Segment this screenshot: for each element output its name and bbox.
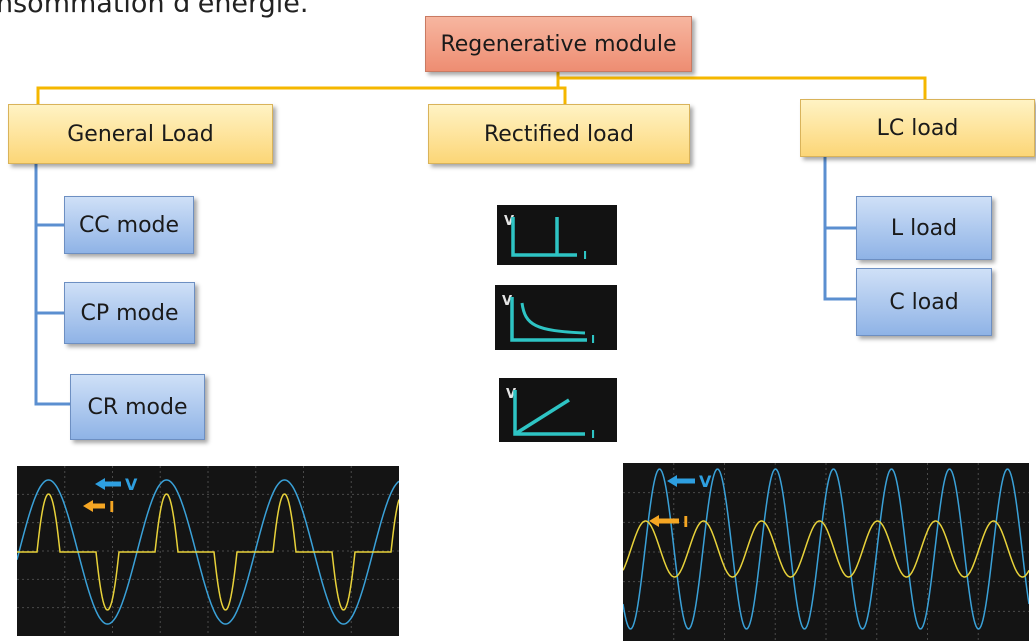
- current-arrow-icon: [83, 500, 105, 512]
- connector-lc-spine: [823, 157, 856, 301]
- lc-load-box: LC load: [800, 99, 1035, 157]
- rectified-load-label: Rectified load: [483, 121, 635, 147]
- partial-heading-text: nsommation d'énergie.: [0, 0, 309, 19]
- rectified-load-box: Rectified load: [428, 104, 690, 164]
- cr-mode-label: CR mode: [87, 394, 188, 420]
- cc-curve-icon: V I: [497, 205, 617, 265]
- lc-waveform-scope: V I: [623, 463, 1029, 641]
- cp-curve-icon: V I: [495, 285, 617, 350]
- connector-general-spine: [34, 164, 70, 406]
- cp-mode-label: CP mode: [80, 300, 179, 326]
- l-load-box: L load: [856, 196, 992, 260]
- regenerative-module-box: Regenerative module: [425, 16, 692, 72]
- c-load-label: C load: [889, 289, 959, 315]
- cr-curve-i-label: I: [591, 428, 595, 441]
- cp-curve-i-label: I: [591, 333, 595, 346]
- connector-to-rectified-load: [556, 72, 567, 104]
- l-load-label: L load: [890, 215, 958, 241]
- voltage-arrow-icon: [95, 478, 121, 490]
- rectified-waveform-scope: V I: [17, 466, 399, 636]
- cp-mode-box: CP mode: [64, 282, 195, 344]
- cc-mode-label: CC mode: [78, 212, 180, 238]
- voltage-label: V: [699, 472, 712, 491]
- current-label: I: [109, 498, 115, 516]
- connector-to-lc-load: [556, 72, 927, 99]
- cr-mode-box: CR mode: [70, 374, 205, 440]
- regenerative-module-label: Regenerative module: [440, 31, 677, 57]
- cr-curve-v-label: V: [506, 387, 516, 402]
- voltage-label: V: [125, 475, 138, 494]
- lc-load-label: LC load: [876, 115, 959, 141]
- cp-curve-v-label: V: [502, 294, 512, 309]
- general-load-label: General Load: [67, 121, 214, 147]
- current-arrow-icon: [649, 515, 679, 527]
- connector-to-general-load: [36, 72, 560, 104]
- cc-curve-i-label: I: [583, 249, 587, 262]
- cr-curve-icon: V I: [499, 378, 617, 442]
- voltage-arrow-icon: [667, 475, 695, 487]
- c-load-box: C load: [856, 268, 992, 336]
- cc-mode-box: CC mode: [64, 196, 194, 254]
- general-load-box: General Load: [8, 104, 273, 164]
- cc-curve-v-label: V: [504, 214, 514, 229]
- current-label: I: [683, 513, 689, 531]
